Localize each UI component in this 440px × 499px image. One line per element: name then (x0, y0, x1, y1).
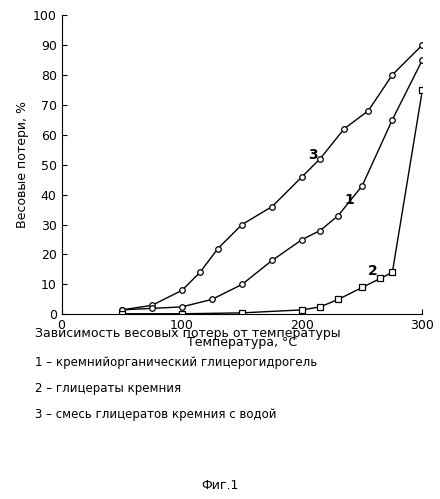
Y-axis label: Весовые потери, %: Весовые потери, % (16, 101, 29, 228)
Text: 2 – глицераты кремния: 2 – глицераты кремния (35, 382, 181, 395)
Text: 1: 1 (344, 193, 354, 207)
Text: 2: 2 (368, 264, 378, 278)
Text: 3: 3 (308, 148, 318, 162)
X-axis label: Температура, °C: Температура, °C (187, 336, 297, 349)
Text: 1 – кремнийорганический глицерогидрогель: 1 – кремнийорганический глицерогидрогель (35, 356, 317, 369)
Text: 3 – смесь глицератов кремния с водой: 3 – смесь глицератов кремния с водой (35, 408, 277, 421)
Text: Фиг.1: Фиг.1 (202, 479, 238, 492)
Text: Зависимость весовых потерь от температуры: Зависимость весовых потерь от температур… (35, 327, 341, 340)
